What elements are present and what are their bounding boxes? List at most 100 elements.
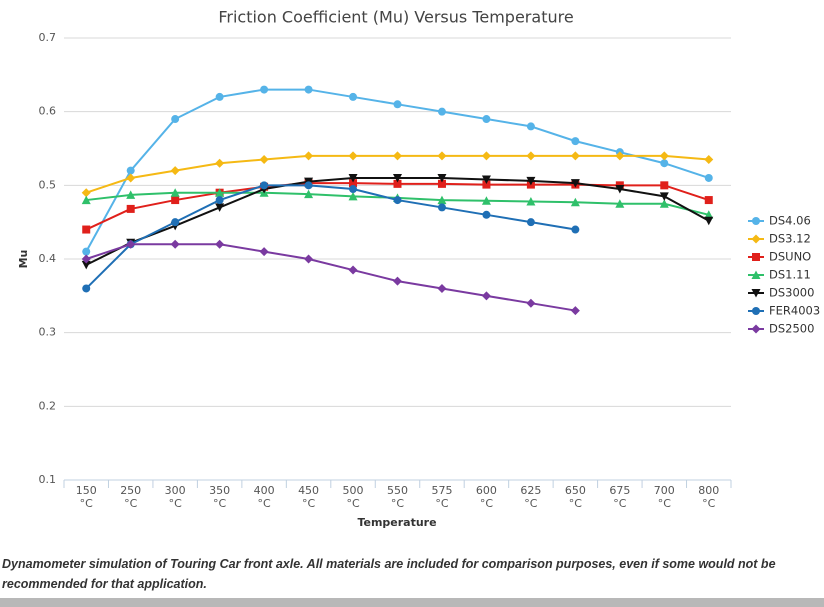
marker [81,195,91,205]
marker [171,196,180,205]
y-tick-label: 0.5 [39,178,57,191]
marker [259,155,269,165]
legend-item[interactable]: DS4.06 [748,214,811,228]
legend-label: DS3.12 [769,232,811,246]
marker [215,188,225,197]
x-tick-label: 575 °C [431,484,453,510]
x-tick-label: 250 °C [120,484,142,510]
x-tick-label: 700 °C [653,484,675,510]
marker [215,158,225,168]
marker [526,197,536,206]
bottom-band [0,598,824,607]
x-axis-label: Temperature [357,516,436,529]
marker [170,166,180,176]
x-tick-label: 500 °C [342,484,364,510]
marker [126,173,136,183]
legend-label: DSUNO [769,250,811,264]
marker [82,225,91,234]
marker [752,217,760,225]
marker [660,159,669,168]
marker [304,151,314,161]
legend-item[interactable]: DS3000 [748,286,814,300]
marker [260,181,269,190]
marker [215,92,224,101]
marker [171,218,180,227]
marker [82,247,91,256]
marker [526,176,536,186]
marker [437,283,447,293]
marker [215,239,225,249]
series-line [85,184,576,290]
x-tick-label: 650 °C [564,484,586,510]
chart-title: Friction Coefficient (Mu) Versus Tempera… [218,8,573,27]
marker [615,151,625,161]
marker [259,247,269,257]
marker [570,151,580,161]
marker [751,270,761,279]
legend-item[interactable]: DS1.11 [748,268,811,282]
x-tick-label: 550 °C [387,484,408,510]
y-axis-label: Mu [17,250,30,269]
marker [481,151,491,161]
marker [81,260,91,270]
series-line [85,182,710,231]
marker [81,254,91,264]
y-tick-label: 0.4 [39,252,57,265]
legend-label: DS4.06 [769,214,811,228]
x-tick-label: 350 °C [209,484,231,510]
marker [349,92,358,101]
x-tick-label: 150 °C [75,484,97,510]
marker [570,306,580,316]
x-tick-label: 400 °C [253,484,275,510]
marker [304,254,314,264]
marker [81,188,91,198]
y-tick-label: 0.3 [39,326,57,339]
marker [660,181,669,190]
marker [393,100,402,109]
y-tick-label: 0.2 [39,399,57,412]
legend-label: DS1.11 [769,268,811,282]
marker [437,195,447,205]
x-tick-label: 450 °C [298,484,320,510]
legend-item[interactable]: DS2500 [748,322,814,336]
series-line [85,243,576,312]
marker [170,188,180,197]
marker [571,137,580,146]
legend-item[interactable]: FER4003 [748,304,820,318]
legend-item[interactable]: DS3.12 [748,232,811,246]
marker [393,276,402,286]
legend-item[interactable]: DSUNO [748,250,811,264]
marker [393,179,402,188]
marker [704,196,713,205]
y-tick-label: 0.6 [39,105,57,118]
marker [304,85,313,94]
marker [752,253,760,261]
marker [659,192,669,201]
marker [393,173,402,183]
legend-label: DS3000 [769,286,814,300]
marker [348,151,358,161]
marker [82,284,91,293]
marker [570,179,580,188]
marker [659,151,669,161]
marker [481,291,491,301]
marker [215,196,224,205]
marker [752,307,760,315]
marker [704,155,714,165]
marker [215,203,225,212]
marker [482,210,491,219]
marker [349,179,358,188]
marker [437,173,447,183]
x-tick-label: 300 °C [164,484,186,510]
marker [348,173,358,183]
series-line [85,176,710,266]
marker [126,166,135,175]
marker [526,151,536,161]
marker [615,185,625,194]
marker [393,196,402,205]
x-tick-label: 675 °C [609,484,631,510]
marker [171,115,180,124]
marker [704,210,714,219]
marker [304,189,314,199]
